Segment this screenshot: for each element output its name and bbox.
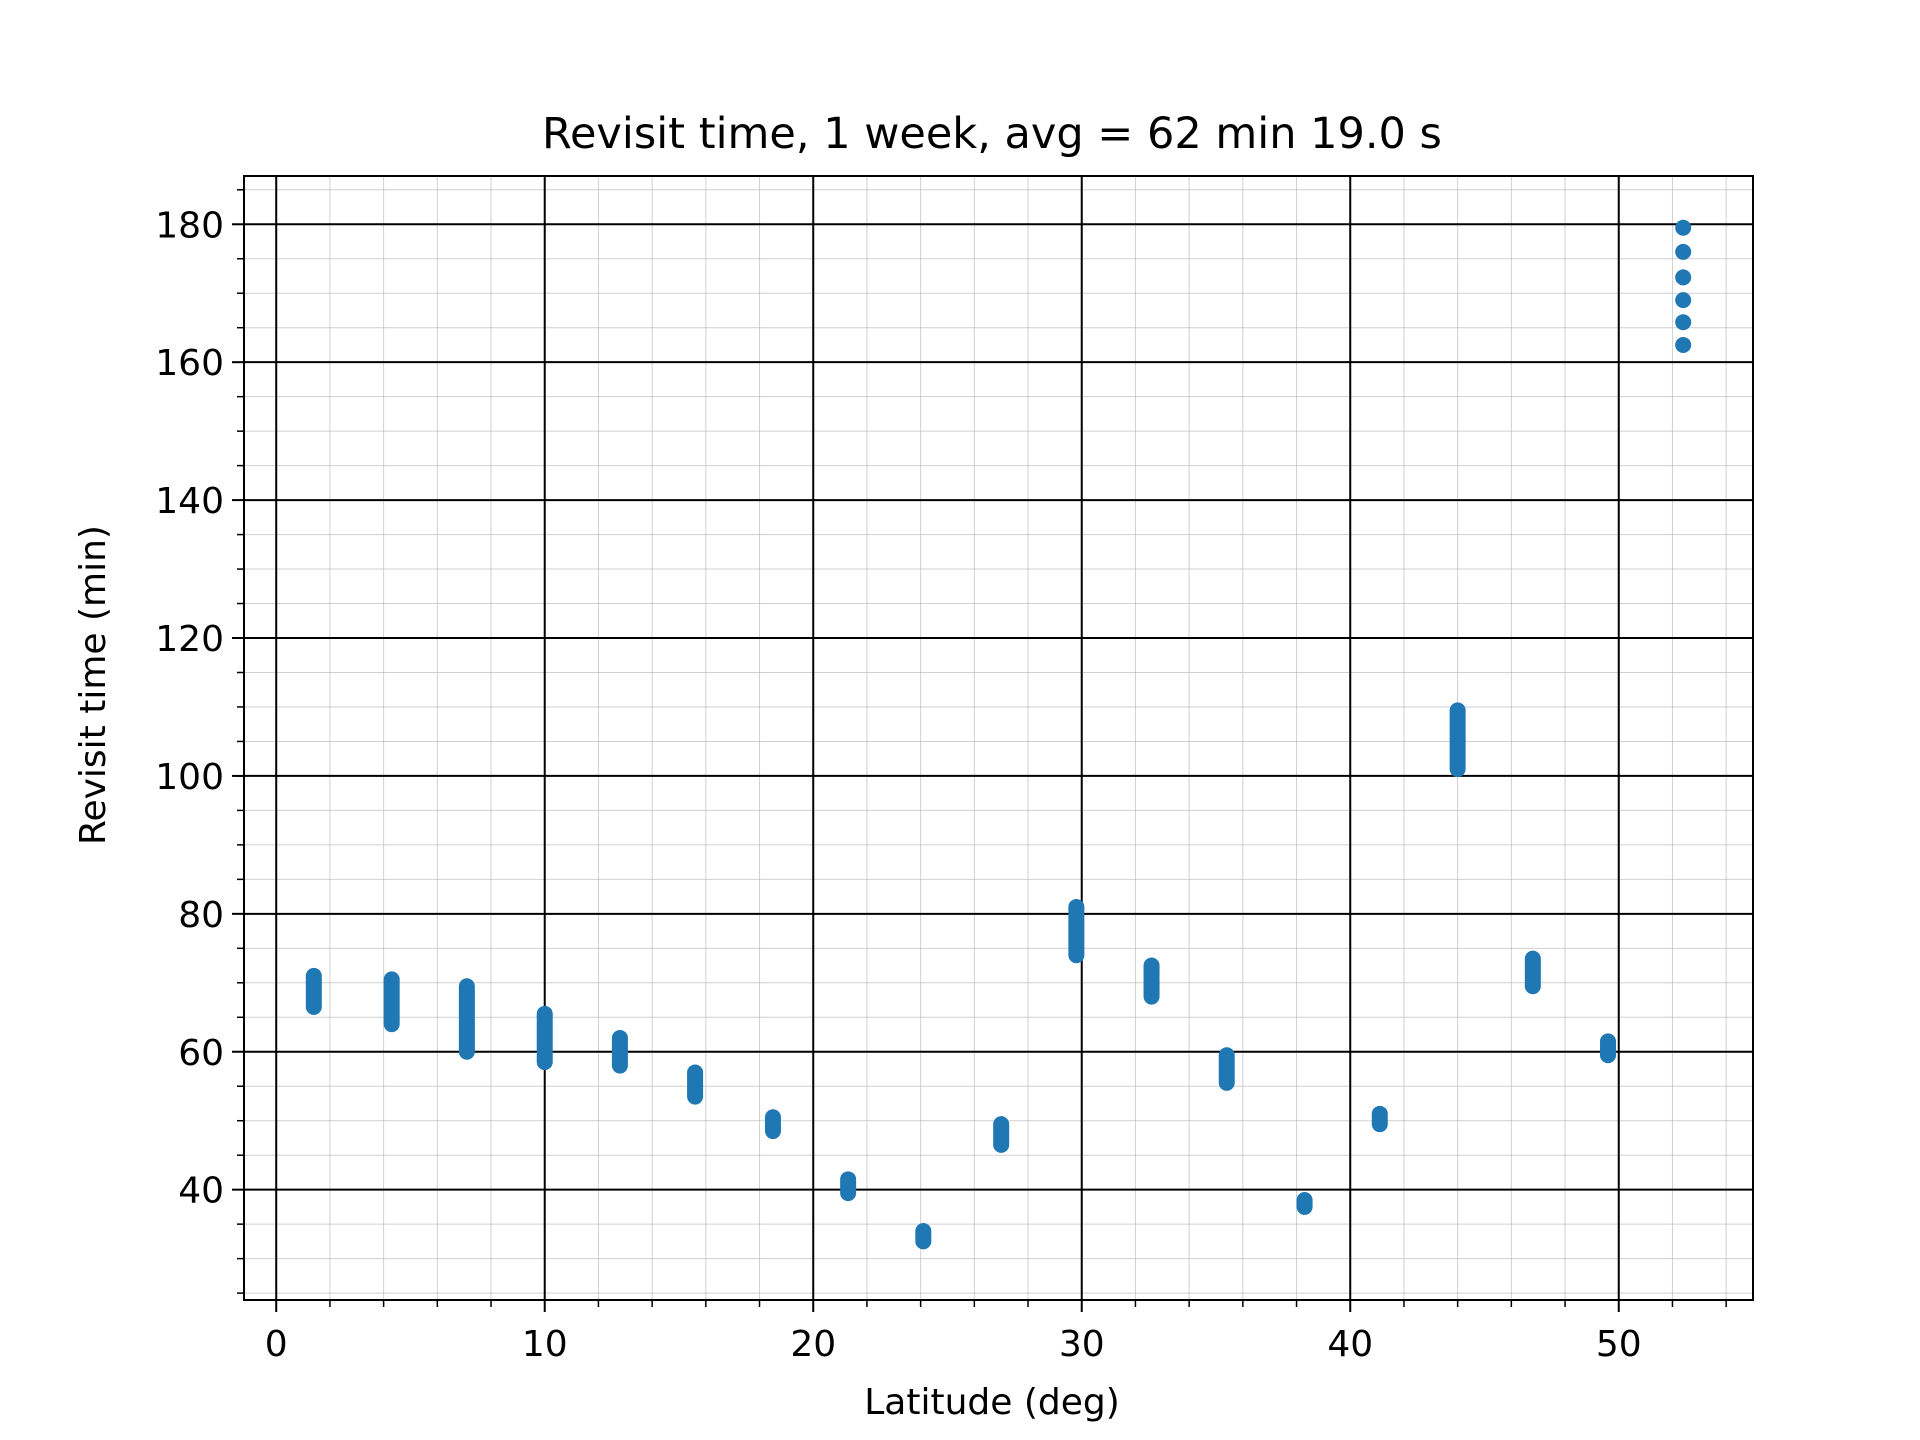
x-tick-labels: 0 10 20 30 40 50 xyxy=(265,1324,1642,1365)
x-tick-label: 0 xyxy=(265,1324,288,1365)
y-tick-label: 160 xyxy=(155,343,224,384)
data-point xyxy=(1675,336,1692,353)
y-axis-label: Revisit time (min) xyxy=(73,525,114,845)
y-tick-label: 60 xyxy=(178,1033,224,1074)
data-point xyxy=(1675,219,1692,236)
plot-frame xyxy=(243,175,1754,1301)
x-axis-label: Latitude (deg) xyxy=(864,1382,1120,1423)
major-grid xyxy=(244,176,1753,1300)
scatter-series xyxy=(305,219,1692,1250)
y-tick-label: 80 xyxy=(178,895,224,936)
y-tick-label: 40 xyxy=(178,1171,224,1212)
y-tick-label: 100 xyxy=(155,757,224,798)
chart-title: Revisit time, 1 week, avg = 62 min 19.0 … xyxy=(542,109,1442,159)
y-tick-label: 180 xyxy=(155,205,224,246)
data-point xyxy=(1675,292,1692,309)
axis-ticks xyxy=(232,189,1727,1312)
x-tick-label: 20 xyxy=(790,1324,836,1365)
x-tick-label: 30 xyxy=(1059,1324,1105,1365)
x-tick-label: 40 xyxy=(1327,1324,1373,1365)
y-tick-label: 120 xyxy=(155,619,224,660)
y-tick-labels: 40 60 80 100 120 140 160 180 xyxy=(155,205,224,1211)
x-tick-label: 50 xyxy=(1596,1324,1642,1365)
y-tick-label: 140 xyxy=(155,481,224,522)
data-point xyxy=(1675,243,1692,260)
data-point xyxy=(1675,269,1692,286)
x-tick-label: 10 xyxy=(522,1324,568,1365)
data-point xyxy=(1675,314,1692,331)
